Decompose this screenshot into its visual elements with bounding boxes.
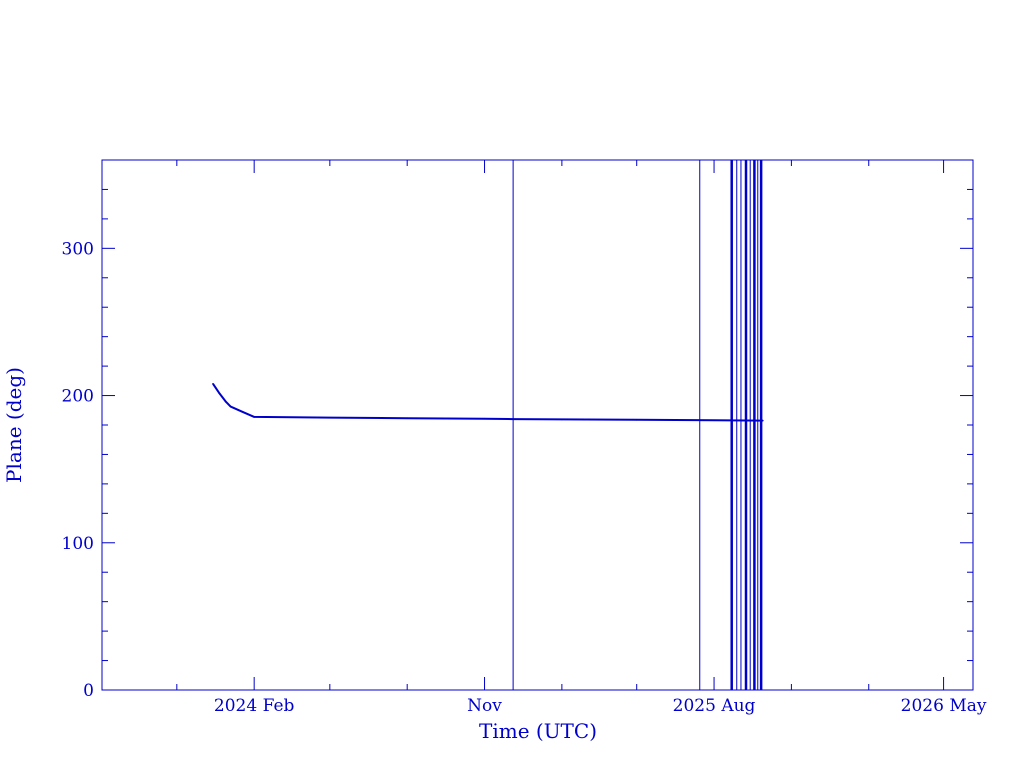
data-point: [512, 418, 514, 420]
data-point: [212, 382, 214, 385]
x-axis-title: Time (UTC): [479, 719, 597, 743]
y-tick-label: 200: [62, 387, 94, 407]
wrap-lines: [512, 160, 763, 690]
series-line: [212, 383, 763, 422]
data-point: [224, 400, 227, 403]
y-tick-labels: 0 100 200 300: [62, 239, 94, 701]
y-axis-title: Plane (deg): [2, 367, 26, 483]
data-point: [713, 419, 715, 422]
data-point: [241, 410, 244, 413]
x-tick-label: 2024 Feb: [214, 696, 295, 716]
data-point: [229, 405, 232, 408]
data-point: [218, 391, 220, 394]
data-point: [329, 416, 331, 419]
data-point: [253, 416, 255, 418]
y-tick-label: 300: [62, 239, 94, 259]
y-tick-label: 0: [83, 681, 94, 701]
x-tick-label: 2026 May: [901, 696, 987, 716]
x-tick-label: 2025 Aug: [673, 696, 756, 716]
data-point: [762, 419, 764, 422]
data-series: [212, 382, 764, 422]
y-tick-label: 100: [62, 534, 94, 554]
minor-ticks: [102, 159, 973, 690]
major-ticks: [102, 160, 973, 691]
plot-frame: [101, 159, 974, 691]
data-point: [635, 419, 638, 421]
data-point: [406, 417, 408, 420]
data-point: [483, 417, 486, 420]
x-tick-labels: 2024 Feb Nov 2025 Aug 2026 May: [214, 696, 987, 716]
data-point: [561, 418, 563, 421]
x-tick-label: Nov: [467, 696, 502, 716]
